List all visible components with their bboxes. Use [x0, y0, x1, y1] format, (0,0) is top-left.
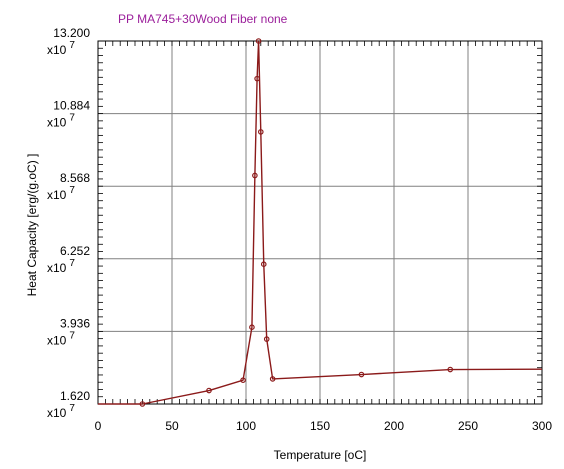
- y-tick-label: 1.620: [60, 389, 90, 403]
- data-point: [358, 371, 365, 378]
- data-point: [240, 377, 246, 383]
- x-tick-label: 50: [165, 419, 179, 433]
- x-tick-label: 250: [458, 419, 478, 433]
- y-tick-label: 6.252: [60, 244, 90, 258]
- y-tick-label: 3.936: [60, 316, 90, 330]
- data-point: [447, 366, 454, 373]
- y-tick-exponent: x10 7: [47, 258, 75, 275]
- x-tick-label: 150: [310, 419, 330, 433]
- x-axis-tick-labels: 0 50 100 150 200 250 300: [95, 419, 553, 433]
- y-tick-exponent: x10 7: [47, 113, 75, 130]
- data-point: [206, 387, 212, 394]
- x-tick-label: 100: [236, 419, 256, 433]
- plot-area-frame: [97, 40, 543, 405]
- y-tick-label: 8.568: [60, 171, 90, 185]
- data-point: [249, 324, 255, 330]
- data-point: [139, 401, 146, 407]
- y-tick-exponent: x10 7: [47, 185, 75, 202]
- chart-title: PP MA745+30Wood Fiber none: [118, 12, 288, 26]
- series-line: [98, 40, 543, 405]
- data-point: [263, 336, 270, 342]
- y-tick-exponent: x10 7: [47, 40, 75, 57]
- data-point: [252, 172, 258, 179]
- x-tick-label: 200: [384, 419, 404, 433]
- y-tick-exponent: x10 7: [47, 403, 75, 420]
- data-point: [260, 261, 267, 267]
- y-tick-exponent: x10 7: [47, 330, 75, 347]
- y-tick-label: 13.200: [53, 26, 90, 40]
- x-axis-title: Temperature [oC]: [274, 448, 367, 462]
- data-series: [98, 38, 543, 407]
- data-point: [254, 75, 260, 82]
- data-point: [257, 129, 264, 135]
- data-point: [269, 376, 276, 382]
- y-tick-label: 10.884: [53, 99, 90, 113]
- y-axis-title: Heat Capacity [erg/(g.oC) ]: [25, 154, 39, 297]
- x-tick-label: 300: [532, 419, 552, 433]
- x-tick-label: 0: [95, 419, 102, 433]
- data-point: [255, 38, 262, 44]
